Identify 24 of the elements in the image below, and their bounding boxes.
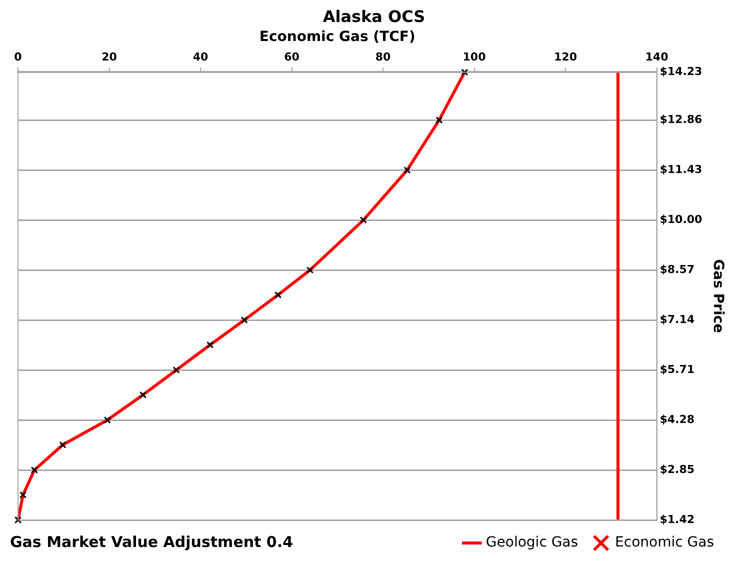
- y-tick-label: $1.42: [660, 512, 695, 526]
- y-tick-label: $2.85: [660, 462, 695, 476]
- legend-label: Economic Gas: [615, 534, 714, 551]
- text: Gas Market Value Adjustment 0.4: [10, 532, 294, 551]
- y-tick-label: $12.86: [660, 112, 703, 126]
- x-axis-title: Economic Gas (TCF): [259, 29, 416, 46]
- x-tick-label: 60: [284, 50, 300, 64]
- y-tick-label: $5.71: [660, 362, 695, 376]
- x-tick-label: 40: [192, 50, 208, 64]
- x-tick-label: 80: [375, 50, 391, 64]
- y-tick-label: $10.00: [660, 212, 703, 226]
- x-tick-label: 140: [645, 50, 669, 64]
- x-tick-label: 120: [554, 50, 578, 64]
- y-axis-title: Gas Price: [710, 259, 726, 334]
- chart-title: Alaska OCS: [322, 6, 426, 26]
- x-tick-label: 100: [462, 50, 486, 64]
- y-tick-label: $14.23: [660, 65, 702, 78]
- y-tick-label: $4.28: [660, 412, 695, 426]
- x-tick-label: 0: [14, 50, 22, 64]
- y-tick-label: $11.43: [660, 162, 702, 176]
- legend-label: Geologic Gas: [486, 534, 578, 551]
- y-tick-label: $8.57: [660, 262, 695, 276]
- y-tick-label: $7.14: [660, 312, 695, 326]
- x-tick-label: 20: [102, 50, 118, 64]
